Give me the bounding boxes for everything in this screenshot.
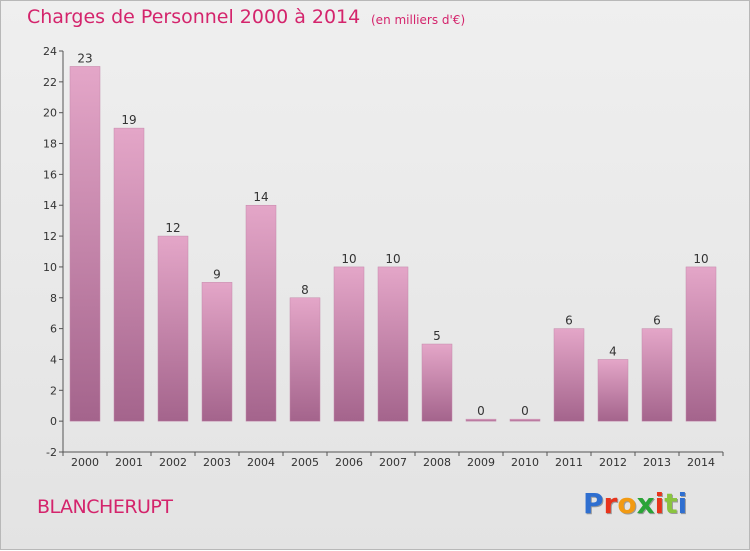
x-tick-label-2012: 2012 (599, 456, 627, 469)
bar-2009 (465, 418, 497, 422)
bar-2003 (201, 282, 233, 422)
x-tick-label-2007: 2007 (379, 456, 407, 469)
x-tick-label-2008: 2008 (423, 456, 451, 469)
bar-2006 (333, 266, 365, 422)
data-label-2002: 12 (165, 221, 180, 235)
x-tick-label-2013: 2013 (643, 456, 671, 469)
logo-letter: t (664, 487, 678, 520)
x-tick-label-2011: 2011 (555, 456, 583, 469)
y-tick-label: 16 (43, 168, 57, 181)
y-tick-label: -2 (46, 446, 57, 459)
y-tick-label: 6 (50, 323, 57, 336)
x-tick-label-2014: 2014 (687, 456, 715, 469)
y-tick-label: 4 (50, 353, 57, 366)
bar-2010 (509, 418, 541, 422)
logo-letter: P (583, 487, 604, 520)
bar-2011 (553, 328, 585, 422)
data-label-2007: 10 (385, 252, 400, 266)
data-label-2010: 0 (521, 404, 529, 418)
data-label-2006: 10 (341, 252, 356, 266)
x-tick-label-2010: 2010 (511, 456, 539, 469)
y-tick-label: 22 (43, 76, 57, 89)
logo-letter: o (617, 487, 637, 520)
bar-2007 (377, 266, 409, 422)
x-tick-label-2000: 2000 (71, 456, 99, 469)
bar-2013 (641, 328, 673, 422)
y-tick-label: 20 (43, 107, 57, 120)
bars (69, 66, 717, 422)
x-tick-label-2002: 2002 (159, 456, 187, 469)
data-label-2012: 4 (609, 344, 617, 358)
chart-title: Charges de Personnel 2000 à 2014 (27, 6, 361, 28)
logo-letter: r (603, 487, 618, 520)
y-tick-label: 12 (43, 230, 57, 243)
data-label-2013: 6 (653, 314, 661, 328)
x-tick-label-2001: 2001 (115, 456, 143, 469)
data-label-2005: 8 (301, 283, 309, 297)
bar-2000 (69, 66, 101, 422)
x-tick-label-2006: 2006 (335, 456, 363, 469)
bar-2002 (157, 235, 189, 422)
data-label-2008: 5 (433, 329, 441, 343)
commune-name: BLANCHERUPT (37, 496, 173, 518)
chart-subtitle: (en milliers d'€) (371, 13, 466, 27)
data-label-2011: 6 (565, 314, 573, 328)
y-tick-label: 18 (43, 138, 57, 151)
logo-letter: i (677, 487, 688, 520)
bar-2001 (113, 127, 145, 422)
data-label-2009: 0 (477, 404, 485, 418)
y-tick-label: 24 (43, 45, 57, 58)
logo-letter: x (636, 487, 655, 520)
x-axis: 2000 2001 2002 2003 2004 2005 2006 2007 2008 2009… (62, 451, 724, 469)
y-tick-label: 2 (50, 384, 57, 397)
bar-2004 (245, 204, 277, 422)
data-label-2000: 23 (77, 51, 92, 65)
proxiti-logo: Proxiti (583, 487, 687, 520)
x-tick-label-2009: 2009 (467, 456, 495, 469)
data-label-2004: 14 (253, 190, 268, 204)
data-label-2001: 19 (121, 113, 136, 127)
data-label-2003: 9 (213, 267, 221, 281)
x-tick-label-2005: 2005 (291, 456, 319, 469)
x-tick-label-2003: 2003 (203, 456, 231, 469)
x-tick-label-2004: 2004 (247, 456, 275, 469)
bar-2014 (685, 266, 717, 422)
bar-2008 (421, 343, 453, 422)
y-tick-label: 0 (50, 415, 57, 428)
y-tick-label: 10 (43, 261, 57, 274)
bar-2012 (597, 359, 629, 422)
bar-2005 (289, 297, 321, 422)
y-tick-label: 14 (43, 199, 57, 212)
data-label-2014: 10 (693, 252, 708, 266)
y-tick-label: 8 (50, 292, 57, 305)
data-labels: 23 19 12 9 14 8 10 10 5 0 0 6 4 6 10 (77, 51, 708, 418)
logo-letter: i (654, 487, 665, 520)
